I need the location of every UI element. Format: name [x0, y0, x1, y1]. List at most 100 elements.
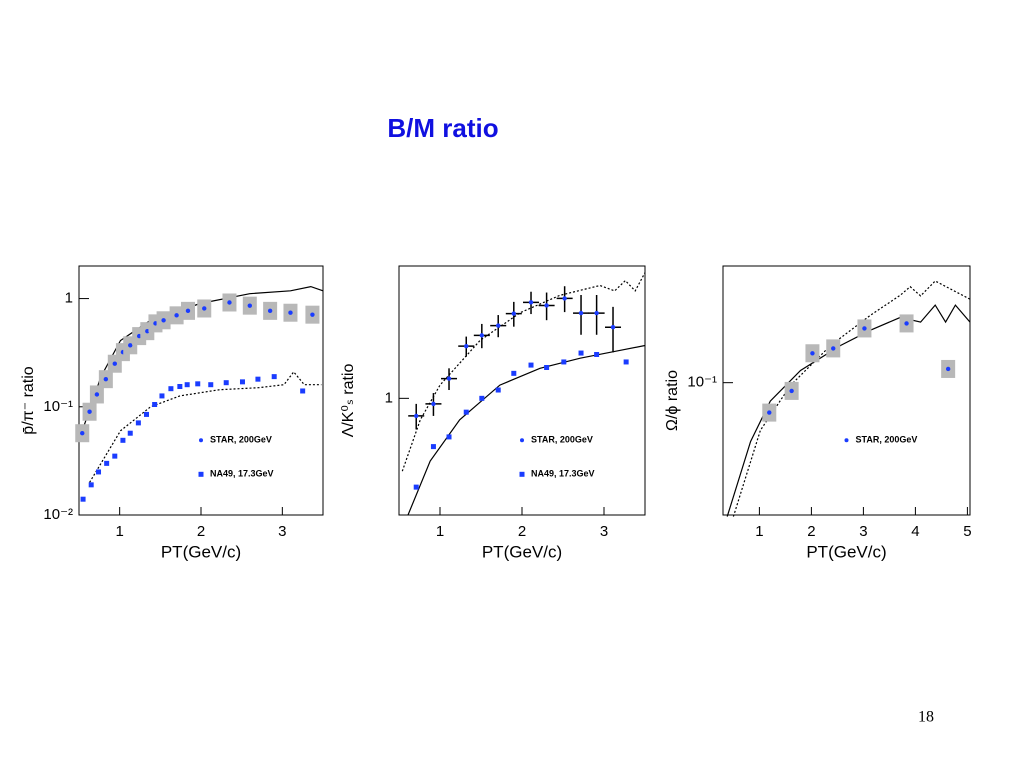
x-tick-label: 3	[859, 523, 867, 540]
point	[479, 333, 485, 338]
point	[623, 359, 629, 365]
point	[267, 308, 273, 314]
x-axis-label: PT(GeV/c)	[161, 542, 241, 561]
point	[511, 370, 517, 376]
legend-label: NA49, 17.3GeV	[210, 469, 274, 479]
legend-label: STAR, 200GeV	[210, 435, 272, 445]
y-tick-label: 1	[385, 389, 393, 406]
point	[945, 366, 951, 372]
point	[239, 379, 245, 385]
point	[431, 401, 436, 407]
point	[103, 376, 109, 382]
y-axis-label: p̄/π⁻ ratio	[20, 366, 37, 435]
x-tick-label: 1	[115, 523, 123, 540]
point	[413, 484, 419, 490]
point	[80, 496, 86, 502]
point	[446, 376, 452, 381]
point	[544, 303, 549, 308]
plot-frame	[398, 265, 646, 516]
point	[544, 364, 550, 370]
point	[528, 300, 534, 305]
y-tick-label: 10⁻²	[43, 506, 73, 523]
x-tick-label: 3	[600, 523, 608, 540]
x-tick-label: 4	[911, 523, 919, 540]
legend-label: STAR, 200GeV	[531, 435, 593, 445]
point	[610, 325, 616, 330]
point	[184, 382, 190, 388]
point	[904, 321, 909, 326]
legend-label: NA49, 17.3GeV	[531, 469, 595, 479]
x-axis-label: PT(GeV/c)	[482, 542, 562, 561]
point	[177, 383, 183, 389]
point	[144, 411, 150, 417]
point	[161, 318, 166, 323]
point	[128, 343, 133, 348]
page-number: 18	[918, 709, 934, 726]
slide-title: B/M ratio	[387, 113, 498, 143]
point	[528, 362, 534, 368]
point	[80, 431, 85, 436]
model-curve	[732, 280, 971, 517]
y-tick-label: 1	[65, 290, 73, 307]
x-tick-label: 3	[278, 523, 286, 540]
point	[767, 410, 772, 415]
point	[96, 469, 102, 475]
legend-marker	[520, 438, 524, 443]
point	[562, 296, 567, 301]
point	[185, 308, 191, 314]
point	[227, 300, 232, 305]
point	[464, 343, 469, 349]
point	[104, 460, 110, 466]
point	[594, 351, 600, 357]
point	[208, 382, 214, 388]
point	[112, 361, 117, 366]
point	[446, 434, 452, 440]
point	[479, 395, 485, 401]
point	[831, 346, 836, 351]
x-tick-label: 5	[963, 523, 971, 540]
point	[810, 351, 815, 356]
point	[561, 359, 567, 365]
point	[414, 413, 419, 419]
legend-marker	[519, 471, 525, 477]
point	[136, 333, 142, 339]
point	[195, 381, 201, 387]
legend-marker	[199, 438, 203, 443]
point	[87, 409, 92, 414]
point	[94, 392, 100, 397]
y-tick-label: 10⁻¹	[687, 374, 717, 391]
point	[202, 306, 207, 311]
legend-marker	[844, 438, 849, 443]
point	[862, 326, 867, 331]
legend-label: STAR, 200GeV	[856, 435, 918, 445]
y-axis-label: Ω/ϕ ratio	[664, 370, 681, 431]
point	[310, 312, 315, 317]
point	[145, 328, 150, 334]
point	[247, 303, 252, 308]
point	[594, 310, 599, 316]
point	[288, 310, 293, 315]
point	[152, 401, 158, 407]
point	[495, 387, 501, 393]
x-tick-label: 2	[197, 523, 205, 540]
point	[159, 393, 165, 399]
x-axis-label: PT(GeV/c)	[806, 542, 886, 561]
point	[578, 350, 584, 356]
point	[789, 388, 794, 394]
point	[255, 376, 261, 382]
point	[120, 437, 126, 443]
point	[430, 444, 436, 450]
plot-frame	[722, 265, 971, 516]
point	[496, 323, 501, 328]
point	[88, 482, 94, 488]
point	[463, 409, 469, 415]
point	[168, 386, 174, 392]
x-tick-label: 2	[518, 523, 526, 540]
point	[223, 380, 229, 386]
point	[112, 453, 118, 459]
legend-marker	[198, 471, 204, 477]
point	[578, 310, 584, 316]
x-tick-label: 1	[436, 523, 444, 540]
point	[511, 311, 516, 316]
